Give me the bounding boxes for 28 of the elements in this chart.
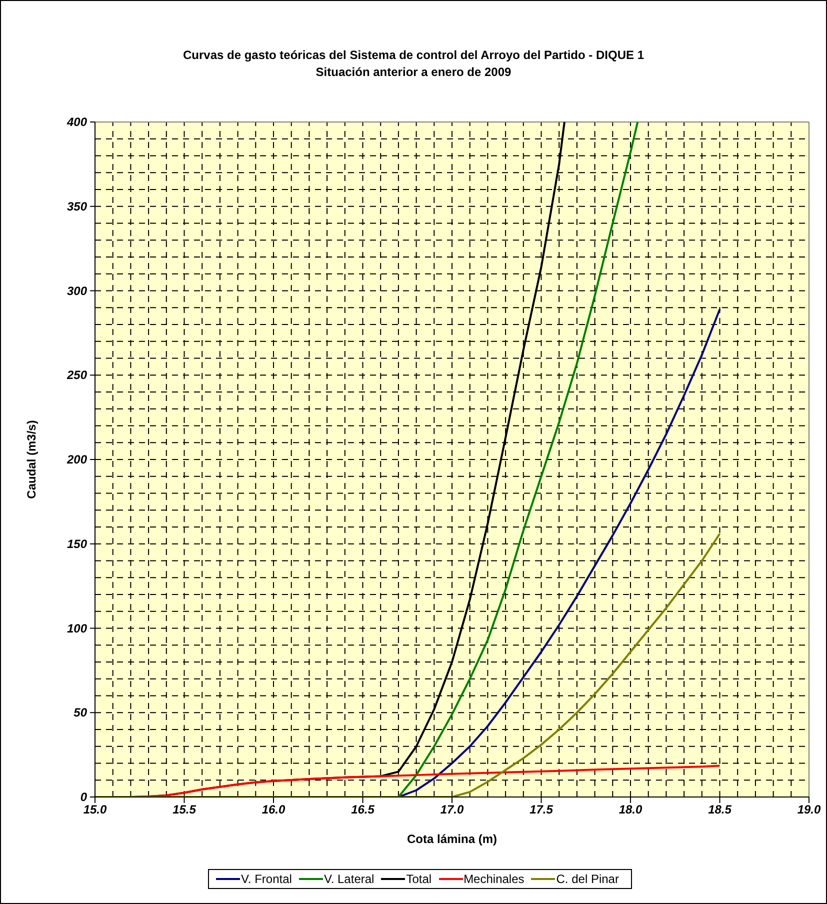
y-tick-label: 0	[80, 790, 88, 804]
x-tick-label: 18.5	[708, 802, 732, 817]
x-tick-label: 17.0	[440, 802, 464, 817]
chart-title: Curvas de gasto teóricas del Sistema de control del Arroyo del Partido - DIQUE 1	[182, 47, 645, 64]
y-tick-label: 50	[74, 706, 88, 720]
x-tick-label: 18.0	[618, 802, 642, 817]
x-tick-label: 15.5	[172, 802, 196, 817]
y-tick-label: 100	[66, 621, 88, 636]
legend-label: Total	[406, 872, 432, 886]
line-series	[95, 532, 721, 797]
x-tick-label: 16.5	[351, 802, 375, 817]
legend-label: V. Frontal	[241, 872, 292, 886]
y-axis-title: Caudal (m3/s)	[24, 420, 38, 499]
y-tick-label: 400	[66, 115, 88, 129]
x-axis-title: Cota lámina (m)	[406, 832, 498, 846]
y-tick-label: 200	[66, 452, 88, 466]
x-tick-label: 17.5	[530, 802, 554, 817]
y-tick-label: 350	[66, 199, 88, 214]
x-tick-label: 15.0	[83, 802, 107, 817]
y-tick-label: 150	[66, 536, 88, 551]
x-tick-label: 19.0	[797, 802, 821, 817]
x-tick-label: 16.0	[262, 802, 286, 817]
legend-label: V. Lateral	[324, 872, 374, 886]
legend-label: Mechinales	[464, 872, 524, 886]
y-tick-label: 250	[66, 368, 88, 382]
legend-label: C. del Pinar	[556, 872, 619, 886]
y-tick-label: 300	[66, 284, 88, 298]
chart-subtitle: Situación anterior a enero de 2009	[314, 64, 512, 81]
